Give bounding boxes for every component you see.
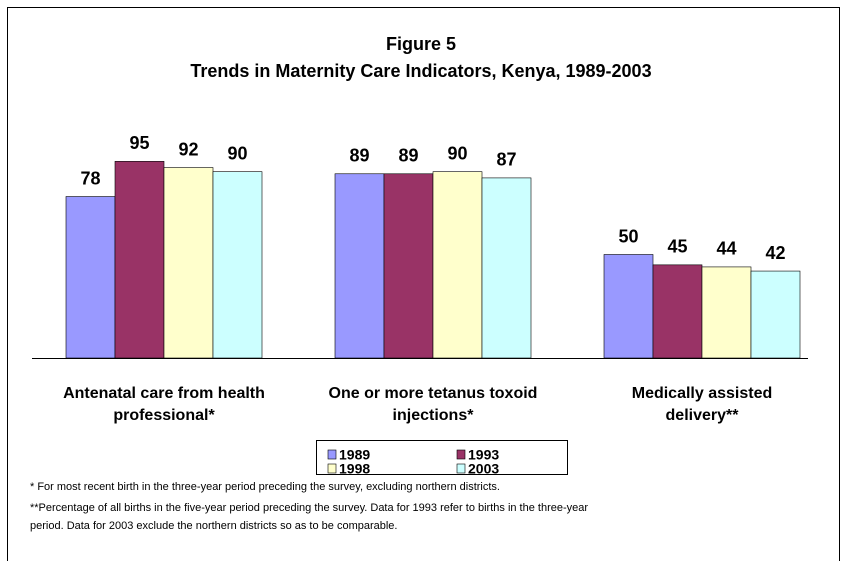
bar (383, 173, 434, 359)
x-tick-label: injections* (393, 407, 475, 424)
legend-label: 1998 (339, 461, 370, 477)
legend-swatch (327, 449, 337, 460)
x-tick-label: professional* (113, 407, 215, 424)
x-tick-label: Medically assisted (632, 385, 773, 402)
value-label: 95 (129, 133, 149, 153)
bar (334, 173, 385, 359)
chart-title: Figure 5 (386, 34, 456, 54)
bar (65, 196, 116, 359)
legend-swatch (456, 449, 466, 460)
frame (7, 7, 840, 561)
legend-swatch (327, 463, 337, 474)
value-label: 44 (716, 239, 736, 259)
chart-subtitle: Trends in Maternity Care Indicators, Ken… (190, 61, 651, 81)
value-label: 42 (765, 243, 785, 263)
value-label: 90 (447, 143, 467, 163)
bar (163, 167, 214, 359)
x-tick-label: Antenatal care from health (63, 385, 265, 402)
legend-box (316, 440, 568, 475)
value-label: 90 (227, 143, 247, 163)
footnote: **Percentage of all births in the five-y… (30, 502, 588, 514)
legend-label: 1989 (339, 447, 370, 463)
legend-label: 1993 (468, 447, 499, 463)
value-label: 89 (398, 146, 418, 166)
bar (701, 266, 752, 359)
x-tick-label: delivery** (666, 407, 740, 424)
legend-label: 2003 (468, 461, 499, 477)
value-label: 78 (80, 168, 100, 188)
value-label: 45 (667, 237, 687, 257)
bar (212, 171, 263, 359)
value-label: 50 (618, 226, 638, 246)
bar (652, 264, 703, 359)
footnote: period. Data for 2003 exclude the northe… (30, 520, 398, 532)
bar (481, 177, 532, 359)
legend-swatch (456, 463, 466, 474)
footnote: * For most recent birth in the three-yea… (30, 481, 500, 493)
bar (603, 254, 654, 359)
bar (750, 270, 801, 359)
x-tick-label: One or more tetanus toxoid (329, 385, 538, 402)
value-label: 89 (349, 146, 369, 166)
bar (114, 161, 165, 359)
bar (432, 171, 483, 359)
value-label: 87 (496, 150, 516, 170)
value-label: 92 (178, 139, 198, 159)
